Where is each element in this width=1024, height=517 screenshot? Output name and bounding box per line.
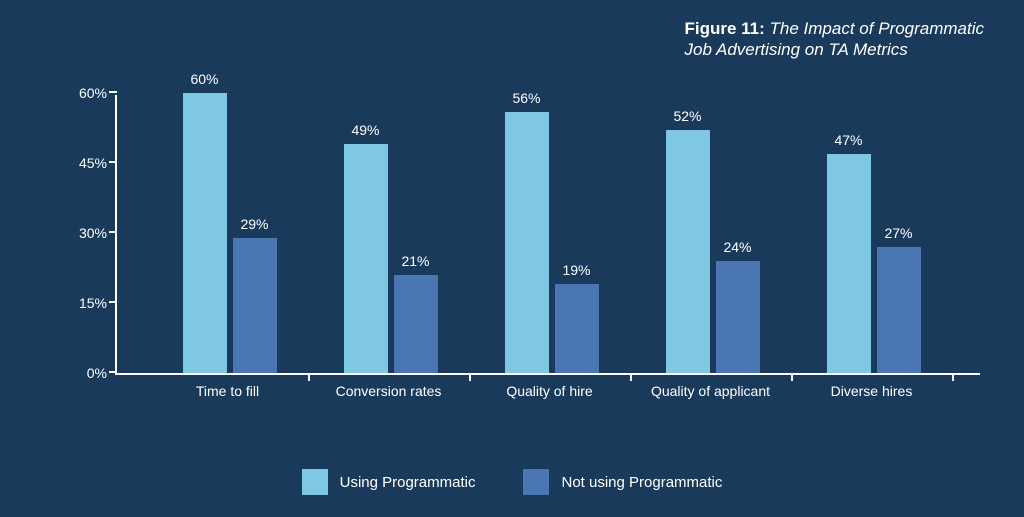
x-axis-label: Quality of hire xyxy=(475,383,625,399)
bar-value-label: 49% xyxy=(351,122,379,138)
bar: 27% xyxy=(877,247,921,373)
legend-label: Not using Programmatic xyxy=(561,474,722,491)
x-axis-label: Conversion rates xyxy=(314,383,464,399)
bar-value-label: 29% xyxy=(240,216,268,232)
x-axis-tick-mark xyxy=(952,373,954,381)
legend-item: Using Programmatic xyxy=(302,469,476,495)
y-axis-tick-label: 30% xyxy=(62,225,107,241)
x-axis-tick-mark xyxy=(469,373,471,381)
y-axis-tick-label: 60% xyxy=(62,85,107,101)
bar: 47% xyxy=(827,154,871,373)
bar-group: 52%24%Quality of applicant xyxy=(636,95,786,373)
bar: 29% xyxy=(233,238,277,373)
figure-title-line2: Job Advertising on TA Metrics xyxy=(684,40,907,59)
bar: 60% xyxy=(183,93,227,373)
plot-area: 0%15%30%45%60%60%29%Time to fill49%21%Co… xyxy=(115,95,980,375)
bar-value-label: 27% xyxy=(884,225,912,241)
bar: 19% xyxy=(555,284,599,373)
bar-value-label: 47% xyxy=(834,132,862,148)
y-axis-tick-label: 15% xyxy=(62,295,107,311)
bar-value-label: 52% xyxy=(673,108,701,124)
bar-group: 56%19%Quality of hire xyxy=(475,95,625,373)
y-axis-tick-mark xyxy=(109,91,117,93)
x-axis-tick-mark xyxy=(630,373,632,381)
bar: 56% xyxy=(505,112,549,373)
figure-title-line1: The Impact of Programmatic xyxy=(770,19,984,38)
bar-value-label: 56% xyxy=(512,90,540,106)
legend: Using Programmatic Not using Programmati… xyxy=(0,469,1024,495)
bar-value-label: 19% xyxy=(562,262,590,278)
y-axis-tick-label: 0% xyxy=(62,365,107,381)
bar-value-label: 24% xyxy=(723,239,751,255)
legend-swatch-icon xyxy=(523,469,549,495)
x-axis-tick-mark xyxy=(308,373,310,381)
x-axis-label: Diverse hires xyxy=(797,383,947,399)
bar-value-label: 21% xyxy=(401,253,429,269)
bar-group: 60%29%Time to fill xyxy=(153,95,303,373)
bar: 52% xyxy=(666,130,710,373)
bar: 21% xyxy=(394,275,438,373)
legend-item: Not using Programmatic xyxy=(523,469,722,495)
y-axis-tick-mark xyxy=(109,231,117,233)
bar-group: 47%27%Diverse hires xyxy=(797,95,947,373)
x-axis-tick-mark xyxy=(791,373,793,381)
x-axis-label: Quality of applicant xyxy=(636,383,786,399)
chart-title: Figure 11: The Impact of Programmatic Jo… xyxy=(684,18,984,61)
x-axis-label: Time to fill xyxy=(153,383,303,399)
figure-label: Figure 11: xyxy=(684,19,764,38)
y-axis-tick-mark xyxy=(109,301,117,303)
bar: 24% xyxy=(716,261,760,373)
y-axis-tick-label: 45% xyxy=(62,155,107,171)
bar-group: 49%21%Conversion rates xyxy=(314,95,464,373)
legend-swatch-icon xyxy=(302,469,328,495)
bar-value-label: 60% xyxy=(190,71,218,87)
bar: 49% xyxy=(344,144,388,373)
y-axis-tick-mark xyxy=(109,371,117,373)
legend-label: Using Programmatic xyxy=(340,474,476,491)
y-axis-tick-mark xyxy=(109,161,117,163)
bar-chart: 0%15%30%45%60%60%29%Time to fill49%21%Co… xyxy=(60,95,980,405)
